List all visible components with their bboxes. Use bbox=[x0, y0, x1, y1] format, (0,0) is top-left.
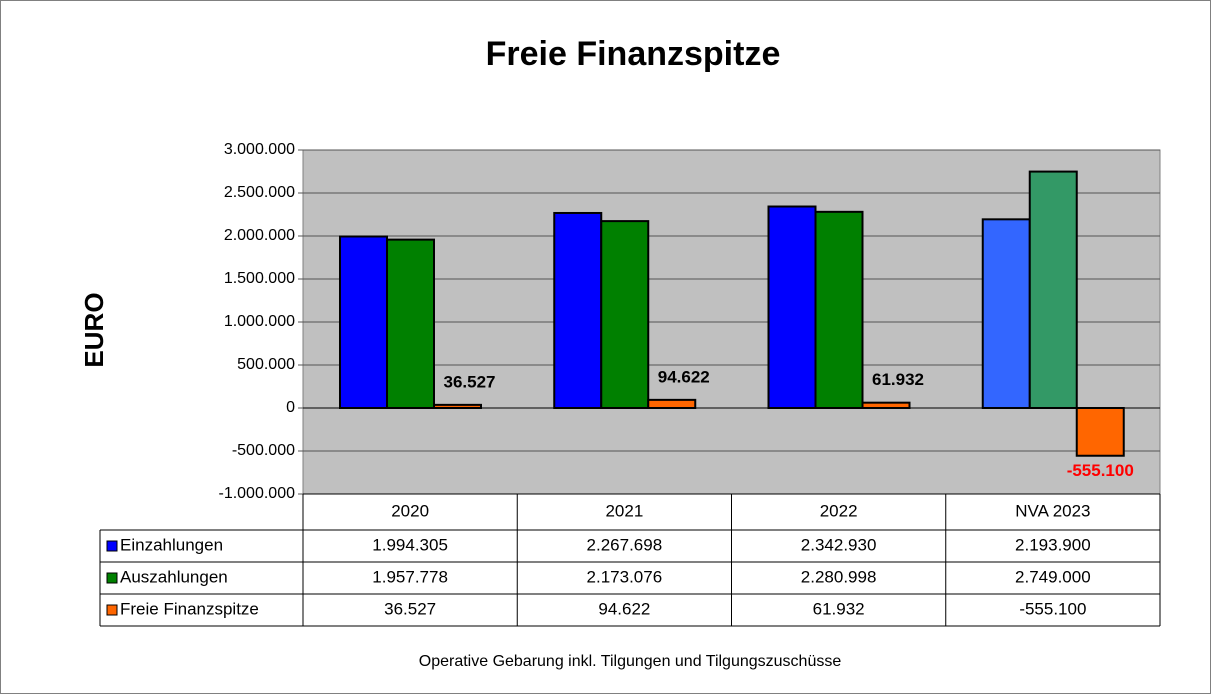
table-cell: 2.267.698 bbox=[587, 535, 663, 554]
x-tick-label: 2022 bbox=[820, 501, 858, 520]
data-label: -555.100 bbox=[1067, 461, 1134, 480]
bar bbox=[861, 401, 911, 410]
data-label: 61.932 bbox=[872, 370, 924, 389]
y-axis-label: EURO bbox=[79, 292, 109, 367]
y-tick-label: 2.000.000 bbox=[224, 227, 295, 244]
legend-label: Einzahlungen bbox=[120, 535, 223, 554]
table-cell: 2.749.000 bbox=[1015, 567, 1091, 586]
legend-key bbox=[106, 572, 118, 584]
bar bbox=[339, 235, 388, 409]
bar bbox=[767, 205, 817, 409]
x-tick-label: 2021 bbox=[605, 501, 643, 520]
chart-title: Freie Finanzspitze bbox=[486, 35, 781, 73]
bar bbox=[553, 211, 603, 409]
y-tick-label: 1.000.000 bbox=[224, 313, 295, 330]
table-cell: 2.193.900 bbox=[1015, 535, 1091, 554]
legend-key bbox=[106, 540, 118, 552]
y-tick-label: 500.000 bbox=[237, 356, 295, 373]
table-cell: 1.957.778 bbox=[372, 567, 448, 586]
data-label: 36.527 bbox=[444, 372, 496, 391]
bar bbox=[814, 210, 864, 409]
table-cell: 2.342.930 bbox=[801, 535, 877, 554]
bar bbox=[1028, 170, 1078, 409]
bar bbox=[1075, 407, 1125, 457]
footnote: Operative Gebarung inkl. Tilgungen und T… bbox=[419, 653, 842, 670]
legend-key bbox=[106, 604, 118, 616]
x-tick-label: NVA 2023 bbox=[1015, 501, 1090, 520]
x-tick-label: 2020 bbox=[391, 501, 429, 520]
table-cell: 1.994.305 bbox=[372, 535, 448, 554]
bar bbox=[981, 218, 1031, 409]
legend-label: Auszahlungen bbox=[120, 567, 228, 586]
legend-label: Freie Finanzspitze bbox=[120, 599, 259, 618]
y-tick-label: -500.000 bbox=[232, 442, 295, 459]
table-cell: 2.280.998 bbox=[801, 567, 877, 586]
table-cell: -555.100 bbox=[1019, 599, 1086, 618]
y-tick-label: 3.000.000 bbox=[224, 141, 295, 158]
y-tick-label: 2.500.000 bbox=[224, 184, 295, 201]
y-tick-label: 1.500.000 bbox=[224, 270, 295, 287]
table-cell: 36.527 bbox=[384, 599, 436, 618]
bar bbox=[600, 220, 650, 409]
bar bbox=[647, 398, 697, 410]
table-cell: 61.932 bbox=[813, 599, 865, 618]
bar bbox=[386, 238, 435, 409]
data-label: 94.622 bbox=[658, 367, 710, 386]
y-tick-label: -1.000.000 bbox=[218, 485, 295, 502]
table-cell: 2.173.076 bbox=[587, 567, 663, 586]
y-tick-label: 0 bbox=[286, 399, 295, 416]
table-cell: 94.622 bbox=[598, 599, 650, 618]
